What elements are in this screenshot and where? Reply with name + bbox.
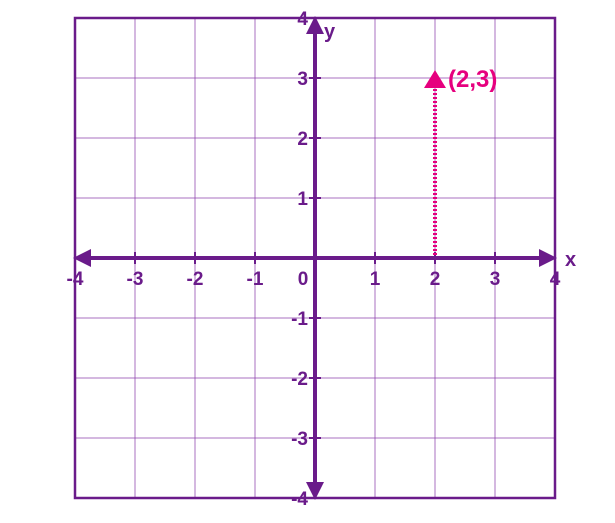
x-tick-label: -4 xyxy=(67,269,84,290)
y-tick-label: -1 xyxy=(291,309,308,330)
x-tick-label: 0 xyxy=(298,269,309,290)
y-tick-label: 1 xyxy=(297,189,308,210)
x-tick-label: 3 xyxy=(490,269,501,290)
x-axis-arrow-right-icon xyxy=(539,249,557,267)
x-tick-label: -2 xyxy=(187,269,204,290)
y-tick-label: 2 xyxy=(297,129,308,150)
points: (2,3) xyxy=(424,66,497,255)
x-axis-arrow-left-icon xyxy=(73,249,91,267)
tick-marks xyxy=(134,77,496,439)
x-tick-label: -1 xyxy=(247,269,264,290)
y-tick-label: -3 xyxy=(291,429,308,450)
tick-labels: -4 -3 -2 -1 0 1 2 3 4 4 3 2 1 -1 -2 -3 -4 xyxy=(67,9,561,510)
y-axis-arrow-down-icon xyxy=(306,482,324,500)
x-tick-label: 1 xyxy=(370,269,381,290)
y-axis-label: y xyxy=(324,21,336,43)
y-tick-label: -2 xyxy=(291,369,308,390)
y-tick-label: 3 xyxy=(297,69,308,90)
point-marker xyxy=(424,70,446,88)
y-tick-label: -4 xyxy=(291,489,308,510)
x-tick-label: 4 xyxy=(550,269,561,290)
y-axis-arrow-up-icon xyxy=(306,16,324,34)
y-tick-label: 4 xyxy=(297,9,308,30)
point-label: (2,3) xyxy=(448,66,497,93)
x-tick-label: -3 xyxy=(127,269,144,290)
x-tick-label: 2 xyxy=(430,269,441,290)
x-axis-label: x xyxy=(565,249,576,271)
